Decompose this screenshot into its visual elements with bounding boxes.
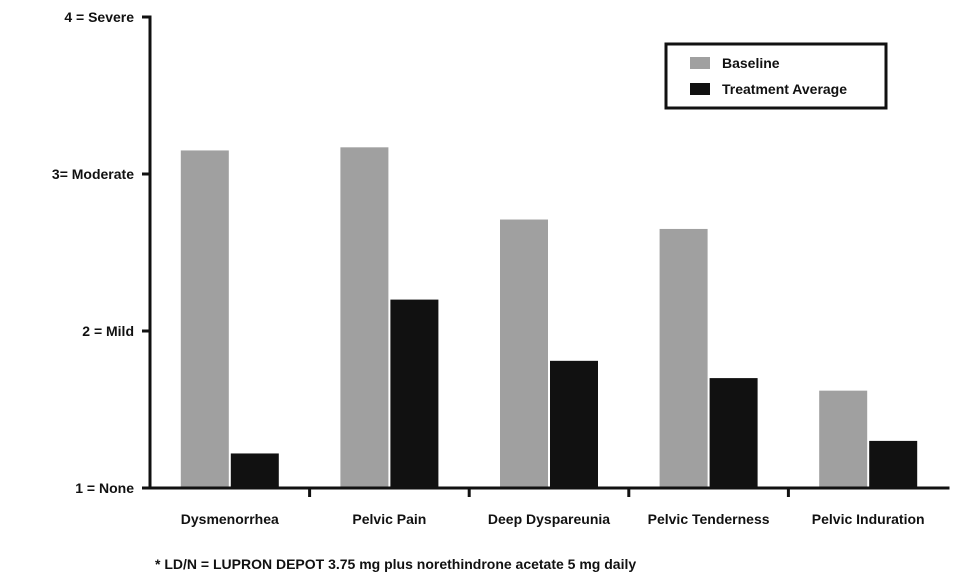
x-category-label: Pelvic Pain: [352, 511, 426, 527]
x-category-label: Pelvic Induration: [812, 511, 925, 527]
bar-baseline: [819, 390, 868, 488]
bar-treatment-average: [869, 440, 918, 488]
legend-box: [664, 42, 888, 110]
y-ticks-group: 1 = None 2 = Mild 3= Moderate 4 = Severe: [52, 9, 150, 496]
bar-treatment-average: [230, 453, 279, 488]
y-tick-label: 4 = Severe: [64, 9, 134, 25]
axes-group: [148, 15, 950, 490]
bar-treatment-average: [709, 378, 758, 488]
x-category-label: Dysmenorrhea: [181, 511, 279, 527]
bars-group: [180, 147, 918, 488]
legend-swatch: [690, 83, 710, 95]
y-tick-label: 3= Moderate: [52, 166, 134, 182]
bar-baseline: [659, 228, 708, 488]
legend: Baseline Treatment Average: [664, 42, 888, 110]
y-tick-label: 2 = Mild: [82, 323, 134, 339]
bar-treatment-average: [550, 360, 598, 488]
bar-treatment-average: [390, 299, 439, 488]
legend-label: Treatment Average: [722, 81, 847, 97]
x-category-label: Deep Dyspareunia: [488, 511, 610, 527]
legend-swatch: [690, 57, 710, 69]
bar-baseline: [340, 147, 389, 488]
bar-baseline: [180, 150, 229, 488]
footnote: * LD/N = LUPRON DEPOT 3.75 mg plus noret…: [155, 556, 636, 572]
x-ticks-group: Dysmenorrhea Pelvic Pain Deep Dyspareunia P…: [181, 488, 925, 527]
bar-baseline: [500, 219, 548, 488]
x-category-label: Pelvic Tenderness: [648, 511, 770, 527]
y-tick-label: 1 = None: [75, 480, 134, 496]
legend-label: Baseline: [722, 55, 780, 71]
